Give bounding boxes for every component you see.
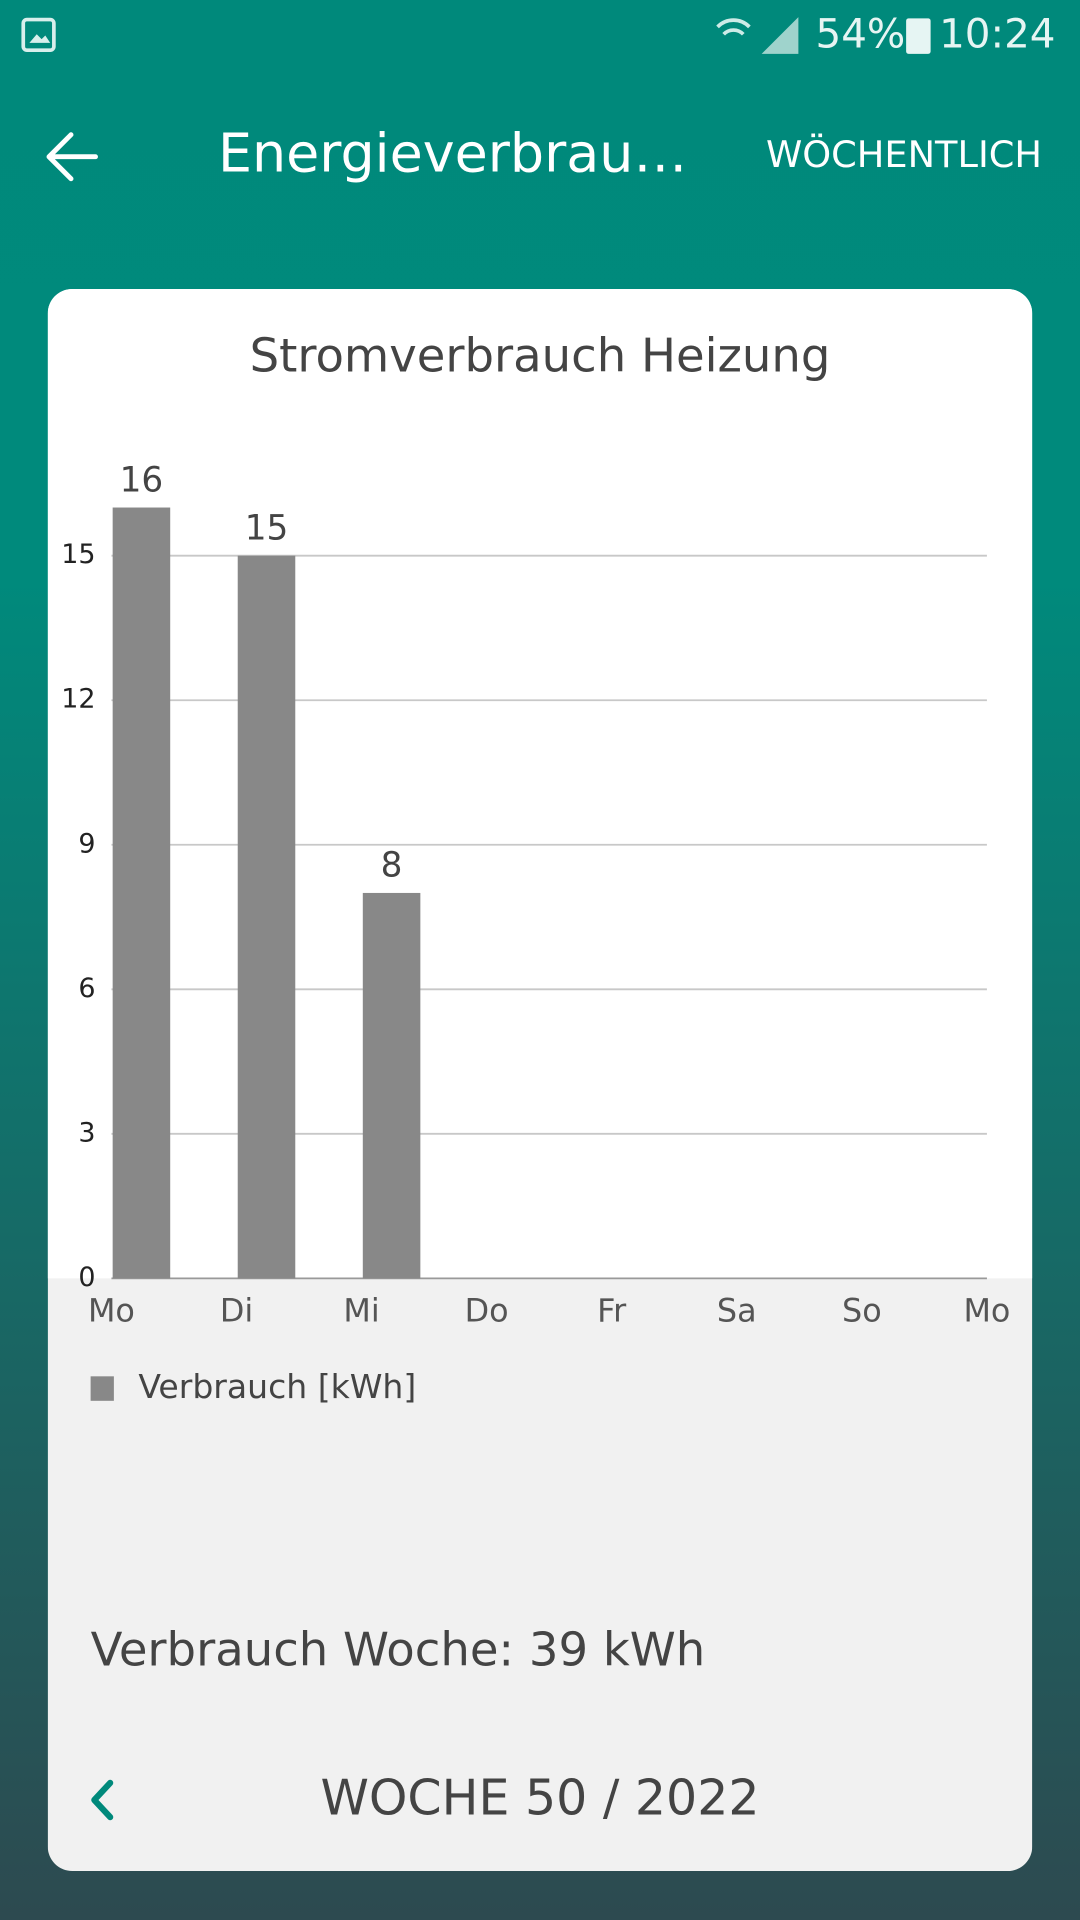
x-tick-label: Sa <box>717 1292 757 1330</box>
y-tick-label: 15 <box>61 539 95 570</box>
x-tick-label: Fr <box>597 1292 627 1330</box>
value-label: 16 <box>120 460 164 500</box>
chart-title: Stromverbrauch Heizung <box>250 328 831 382</box>
previous-week-button[interactable] <box>91 1779 114 1821</box>
gallery-icon-picture <box>29 34 51 43</box>
y-tick-label: 3 <box>78 1117 95 1148</box>
week-summary: Verbrauch Woche: 39 kWh <box>91 1623 706 1677</box>
x-tick-label: Mo <box>963 1292 1010 1330</box>
bar <box>362 892 421 1279</box>
period-selector[interactable]: WÖCHENTLICH <box>766 133 1042 176</box>
x-tick-label: Do <box>465 1292 509 1330</box>
week-label: WOCHE 50 / 2022 <box>320 1770 759 1827</box>
app-bar-title: Energieverbrau… <box>218 121 687 184</box>
y-tick-label: 9 <box>78 828 95 859</box>
plot: 0 3 6 9 12 15 Mo Di Mi Do Fr Sa So Mo 16 15 8 Verbrauch [… <box>61 460 1010 1406</box>
bar <box>237 555 296 1279</box>
back-button[interactable] <box>46 132 98 182</box>
battery-icon <box>906 18 931 54</box>
x-tick-label: Mi <box>343 1292 379 1330</box>
y-tick-label: 0 <box>78 1262 95 1293</box>
bar <box>112 507 171 1279</box>
value-label: 15 <box>245 508 289 548</box>
battery-percent: 54% <box>816 10 906 58</box>
gallery-icon <box>21 17 56 53</box>
wifi-icon <box>716 18 751 36</box>
y-tick-label: 12 <box>61 684 95 715</box>
x-tick-label: Mo <box>88 1292 135 1330</box>
value-label: 8 <box>381 846 403 886</box>
card <box>47 288 1033 1872</box>
y-tick-label: 6 <box>78 973 95 1004</box>
card-upper <box>47 288 1033 1279</box>
legend-swatch <box>90 1376 114 1401</box>
x-tick-label: So <box>842 1292 882 1330</box>
clock: 10:24 <box>939 10 1055 58</box>
legend-label: Verbrauch [kWh] <box>138 1367 416 1406</box>
x-tick-label: Di <box>220 1292 253 1330</box>
